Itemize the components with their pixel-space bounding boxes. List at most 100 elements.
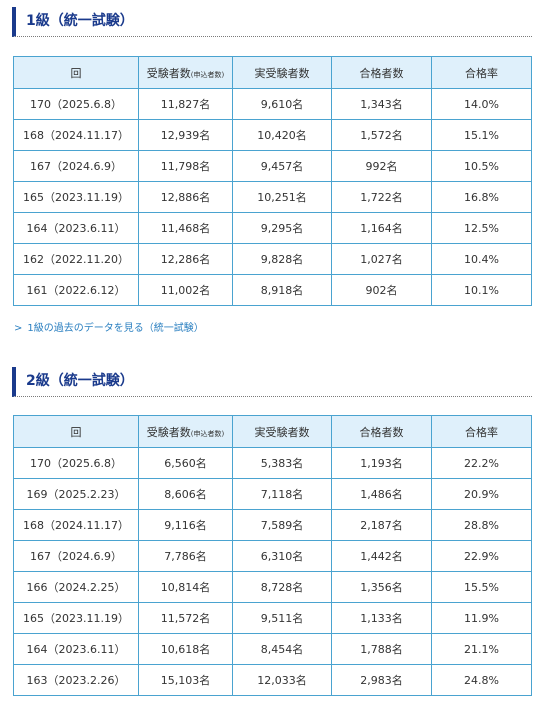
cell-examinees: 10,251名 bbox=[232, 181, 332, 213]
cell-examinees: 12,033名 bbox=[232, 664, 332, 696]
cell-pass-rate: 22.9% bbox=[431, 540, 532, 572]
cell-pass-rate: 15.5% bbox=[431, 571, 532, 603]
section-heading-grade1: 1級（統一試験） bbox=[12, 7, 532, 37]
cell-examinees: 9,457名 bbox=[232, 150, 332, 182]
cell-round: 167（2024.6.9） bbox=[13, 150, 139, 182]
table-row: 170（2025.6.8） 6,560名 5,383名 1,193名 22.2% bbox=[13, 447, 532, 479]
table-row: 165（2023.11.19） 11,572名 9,511名 1,133名 11.9% bbox=[13, 602, 532, 634]
cell-pass-rate: 28.8% bbox=[431, 509, 532, 541]
cell-round: 163（2023.2.26） bbox=[13, 664, 139, 696]
cell-round: 168（2024.11.17） bbox=[13, 509, 139, 541]
table-row: 163（2023.2.26） 15,103名 12,033名 2,983名 24.8% bbox=[13, 664, 532, 696]
header-pass-rate: 合格率 bbox=[431, 415, 532, 448]
cell-round: 161（2022.6.12） bbox=[13, 274, 139, 306]
cell-round: 164（2023.6.11） bbox=[13, 212, 139, 244]
cell-pass-rate: 16.8% bbox=[431, 181, 532, 213]
cell-passers: 2,983名 bbox=[331, 664, 432, 696]
cell-round: 168（2024.11.17） bbox=[13, 119, 139, 151]
table-row: 165（2023.11.19） 12,886名 10,251名 1,722名 16.8% bbox=[13, 181, 532, 213]
table-row: 164（2023.6.11） 11,468名 9,295名 1,164名 12.5% bbox=[13, 212, 532, 244]
table-row: 170（2025.6.8） 11,827名 9,610名 1,343名 14.0% bbox=[13, 88, 532, 120]
cell-round: 167（2024.6.9） bbox=[13, 540, 139, 572]
cell-pass-rate: 14.0% bbox=[431, 88, 532, 120]
cell-round: 165（2023.11.19） bbox=[13, 181, 139, 213]
cell-passers: 1,788名 bbox=[331, 633, 432, 665]
cell-passers: 1,486名 bbox=[331, 478, 432, 510]
header-applicants: 受験者数(申込者数) bbox=[138, 415, 233, 448]
header-applicants-label: 受験者数 bbox=[146, 66, 191, 80]
table-row: 164（2023.6.11） 10,618名 8,454名 1,788名 21.1% bbox=[13, 633, 532, 665]
header-round: 回 bbox=[13, 415, 139, 448]
cell-examinees: 7,118名 bbox=[232, 478, 332, 510]
table-row: 169（2025.2.23） 8,606名 7,118名 1,486名 20.9% bbox=[13, 478, 532, 510]
cell-passers: 992名 bbox=[331, 150, 432, 182]
cell-pass-rate: 10.4% bbox=[431, 243, 532, 275]
cell-examinees: 8,918名 bbox=[232, 274, 332, 306]
header-examinees: 実受験者数 bbox=[232, 415, 332, 448]
cell-pass-rate: 12.5% bbox=[431, 212, 532, 244]
past-data-link[interactable]: >1級の過去のデータを見る（統一試験） bbox=[14, 319, 204, 334]
cell-examinees: 6,310名 bbox=[232, 540, 332, 572]
cell-round: 170（2025.6.8） bbox=[13, 447, 139, 479]
cell-pass-rate: 22.2% bbox=[431, 447, 532, 479]
header-passers: 合格者数 bbox=[331, 56, 432, 89]
header-pass-rate: 合格率 bbox=[431, 56, 532, 89]
cell-examinees: 9,511名 bbox=[232, 602, 332, 634]
cell-applicants: 12,939名 bbox=[138, 119, 233, 151]
header-round: 回 bbox=[13, 56, 139, 89]
chevron-right-icon: > bbox=[14, 323, 23, 334]
cell-examinees: 10,420名 bbox=[232, 119, 332, 151]
cell-examinees: 8,454名 bbox=[232, 633, 332, 665]
cell-examinees: 5,383名 bbox=[232, 447, 332, 479]
cell-passers: 1,027名 bbox=[331, 243, 432, 275]
cell-applicants: 8,606名 bbox=[138, 478, 233, 510]
cell-pass-rate: 20.9% bbox=[431, 478, 532, 510]
cell-examinees: 7,589名 bbox=[232, 509, 332, 541]
cell-passers: 1,133名 bbox=[331, 602, 432, 634]
table-row: 166（2024.2.25） 10,814名 8,728名 1,356名 15.5% bbox=[13, 571, 532, 603]
cell-round: 166（2024.2.25） bbox=[13, 571, 139, 603]
header-applicants-label: 受験者数 bbox=[146, 425, 191, 439]
section-title: 2級（統一試験） bbox=[26, 373, 134, 389]
cell-pass-rate: 21.1% bbox=[431, 633, 532, 665]
header-passers: 合格者数 bbox=[331, 415, 432, 448]
header-applicants-note: (申込者数) bbox=[190, 429, 225, 438]
cell-passers: 902名 bbox=[331, 274, 432, 306]
table-header-row: 回 受験者数(申込者数) 実受験者数 合格者数 合格率 bbox=[13, 415, 532, 448]
cell-round: 170（2025.6.8） bbox=[13, 88, 139, 120]
cell-pass-rate: 15.1% bbox=[431, 119, 532, 151]
table-row: 162（2022.11.20） 12,286名 9,828名 1,027名 10.4% bbox=[13, 243, 532, 275]
cell-passers: 1,193名 bbox=[331, 447, 432, 479]
cell-examinees: 9,295名 bbox=[232, 212, 332, 244]
cell-applicants: 10,618名 bbox=[138, 633, 233, 665]
cell-applicants: 9,116名 bbox=[138, 509, 233, 541]
cell-applicants: 11,827名 bbox=[138, 88, 233, 120]
section-heading-grade2: 2級（統一試験） bbox=[12, 367, 532, 397]
cell-passers: 1,442名 bbox=[331, 540, 432, 572]
cell-applicants: 11,002名 bbox=[138, 274, 233, 306]
past-data-link-label[interactable]: 1級の過去のデータを見る（統一試験） bbox=[27, 323, 204, 334]
cell-round: 164（2023.6.11） bbox=[13, 633, 139, 665]
header-applicants: 受験者数(申込者数) bbox=[138, 56, 233, 89]
cell-applicants: 15,103名 bbox=[138, 664, 233, 696]
table-row: 168（2024.11.17） 12,939名 10,420名 1,572名 15.1% bbox=[13, 119, 532, 151]
cell-applicants: 11,468名 bbox=[138, 212, 233, 244]
cell-examinees: 9,610名 bbox=[232, 88, 332, 120]
cell-round: 162（2022.11.20） bbox=[13, 243, 139, 275]
table-row: 167（2024.6.9） 7,786名 6,310名 1,442名 22.9% bbox=[13, 540, 532, 572]
table-row: 161（2022.6.12） 11,002名 8,918名 902名 10.1% bbox=[13, 274, 532, 306]
table-header-row: 回 受験者数(申込者数) 実受験者数 合格者数 合格率 bbox=[13, 56, 532, 89]
header-applicants-note: (申込者数) bbox=[190, 70, 225, 79]
cell-applicants: 7,786名 bbox=[138, 540, 233, 572]
cell-applicants: 12,886名 bbox=[138, 181, 233, 213]
cell-applicants: 11,572名 bbox=[138, 602, 233, 634]
table-row: 167（2024.6.9） 11,798名 9,457名 992名 10.5% bbox=[13, 150, 532, 182]
cell-pass-rate: 24.8% bbox=[431, 664, 532, 696]
section-title: 1級（統一試験） bbox=[26, 13, 134, 29]
cell-passers: 1,164名 bbox=[331, 212, 432, 244]
cell-applicants: 11,798名 bbox=[138, 150, 233, 182]
results-table-grade2: 回 受験者数(申込者数) 実受験者数 合格者数 合格率 170（2025.6.8… bbox=[13, 415, 532, 696]
cell-applicants: 12,286名 bbox=[138, 243, 233, 275]
cell-passers: 1,343名 bbox=[331, 88, 432, 120]
cell-pass-rate: 10.5% bbox=[431, 150, 532, 182]
